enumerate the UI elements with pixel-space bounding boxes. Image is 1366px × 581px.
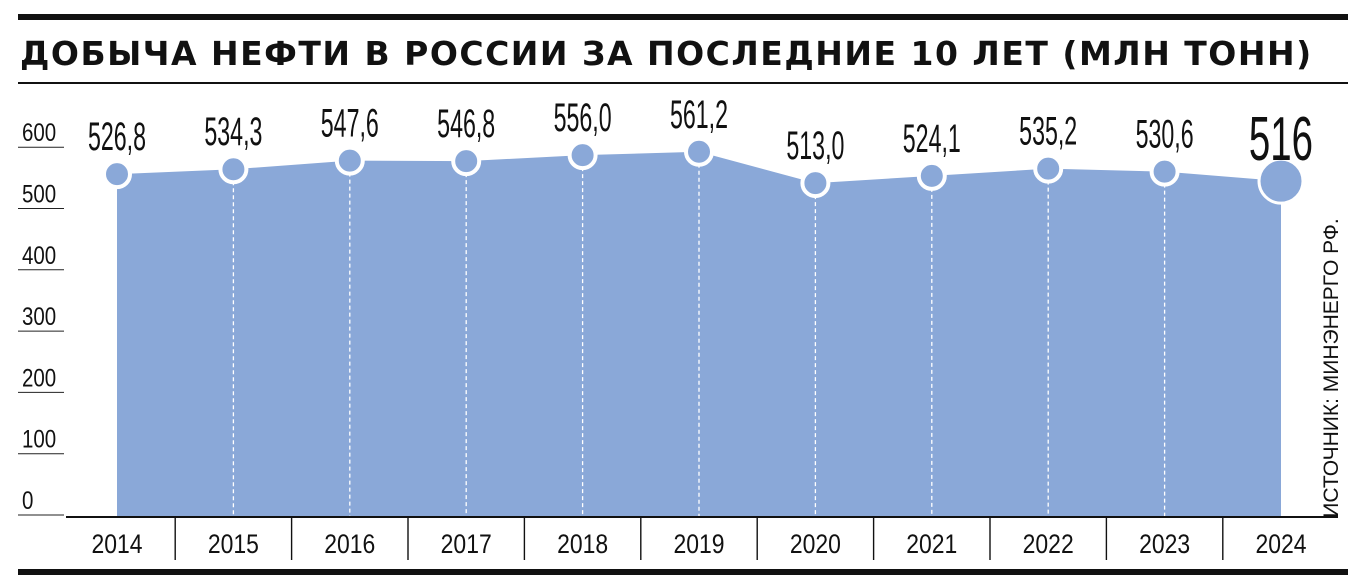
data-label: 524,1: [903, 115, 961, 160]
title-rule: [18, 82, 1348, 84]
x-tick-label: 2022: [1023, 529, 1074, 559]
x-tick-label: 2020: [790, 529, 841, 559]
data-label: 530,6: [1136, 111, 1194, 156]
y-tick-label: 600: [22, 118, 56, 146]
x-tick-label: 2021: [906, 529, 957, 559]
y-tick-label: 200: [22, 363, 56, 391]
chart-title: ДОБЫЧА НЕФТИ В РОССИИ ЗА ПОСЛЕДНИЕ 10 ЛЕ…: [20, 34, 1313, 73]
data-label: 516: [1249, 104, 1313, 174]
bottom-rule: [18, 569, 1348, 575]
y-tick-label: 0: [22, 486, 33, 514]
data-label: 535,2: [1019, 108, 1077, 153]
data-point: [1257, 157, 1305, 205]
x-tick-label: 2024: [1255, 529, 1306, 559]
y-tick-label: 400: [22, 241, 56, 269]
y-tick-label: 100: [22, 425, 56, 453]
data-point: [684, 136, 714, 167]
data-point: [218, 154, 249, 185]
data-label: 546,8: [437, 100, 495, 145]
x-tick-label: 2018: [557, 529, 608, 559]
x-tick-label: 2019: [673, 529, 724, 559]
data-point: [1033, 153, 1064, 184]
data-label: 534,3: [204, 109, 262, 154]
data-point: [1149, 156, 1180, 187]
x-tick-label: 2015: [208, 529, 259, 559]
data-point: [102, 159, 132, 190]
data-point: [916, 160, 947, 191]
source-note: ИСТОЧНИК: МИНЭНЕРГО РФ.: [1320, 218, 1343, 518]
data-point: [334, 145, 365, 176]
x-tick-label: 2014: [91, 529, 142, 559]
data-label: 561,2: [670, 91, 728, 136]
x-tick-label: 2016: [324, 529, 375, 559]
data-label: 547,6: [321, 100, 379, 145]
x-tick-label: 2017: [441, 529, 492, 559]
data-point: [800, 168, 831, 199]
top-rule: [18, 14, 1348, 20]
data-label: 526,8: [88, 113, 146, 158]
y-tick-label: 300: [22, 302, 56, 330]
data-label: 556,0: [554, 94, 612, 139]
data-point: [567, 140, 598, 171]
x-tick-label: 2023: [1139, 529, 1190, 559]
y-tick-label: 500: [22, 180, 56, 208]
data-point: [451, 146, 482, 177]
data-label: 513,0: [786, 122, 844, 167]
